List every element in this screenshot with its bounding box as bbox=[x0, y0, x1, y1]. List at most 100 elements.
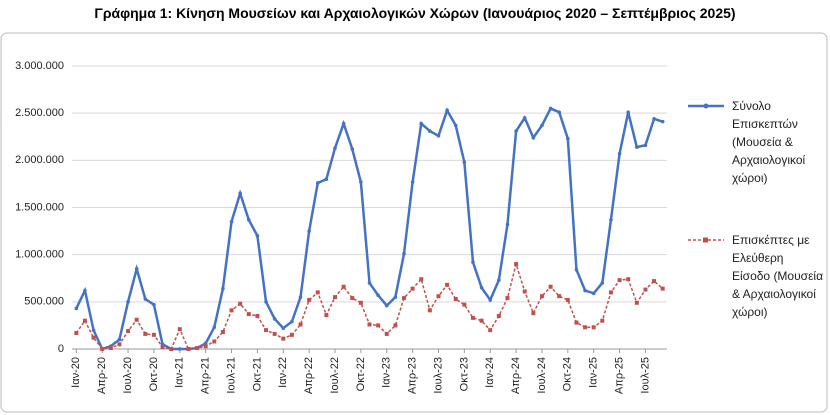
data-point bbox=[151, 332, 156, 337]
y-tick-label: 500.000 bbox=[24, 296, 64, 308]
data-point bbox=[608, 290, 613, 295]
data-point bbox=[419, 121, 424, 126]
legend-label: Σύνολο Επισκεπτών (Μουσεία & Αρχαιολογικ… bbox=[732, 99, 806, 185]
data-point bbox=[479, 285, 484, 290]
y-tick-label: 1.500.000 bbox=[15, 201, 64, 213]
data-point bbox=[376, 323, 381, 328]
data-point bbox=[195, 346, 200, 351]
data-point bbox=[341, 121, 346, 126]
data-point bbox=[453, 297, 458, 302]
x-tick-label: Ιαν-22 bbox=[277, 357, 289, 388]
data-point bbox=[290, 319, 294, 324]
data-point bbox=[609, 217, 613, 222]
y-tick-label: 3.000.000 bbox=[15, 60, 64, 72]
x-tick-label: Ιαν-21 bbox=[174, 357, 186, 388]
data-point bbox=[401, 296, 406, 301]
data-point bbox=[626, 277, 631, 282]
data-point bbox=[428, 129, 432, 133]
data-point bbox=[497, 278, 501, 282]
data-point bbox=[134, 317, 139, 322]
data-point bbox=[238, 301, 243, 306]
data-point bbox=[221, 286, 225, 291]
data-point bbox=[462, 160, 467, 165]
data-point bbox=[307, 229, 311, 233]
data-point bbox=[246, 312, 251, 317]
data-point bbox=[393, 295, 398, 299]
data-point bbox=[402, 251, 406, 256]
data-point bbox=[255, 313, 260, 318]
data-point bbox=[445, 108, 449, 113]
x-tick-label: Ιουλ-23 bbox=[432, 357, 444, 394]
data-point bbox=[496, 313, 501, 318]
x-tick-label: Ιουλ-24 bbox=[536, 357, 548, 394]
data-point bbox=[643, 287, 648, 292]
data-point bbox=[91, 335, 96, 340]
y-tick-label: 0 bbox=[58, 343, 64, 355]
y-tick-label: 1.000.000 bbox=[15, 249, 64, 261]
data-point bbox=[229, 308, 234, 313]
data-point bbox=[289, 332, 294, 337]
data-point bbox=[152, 302, 156, 307]
x-tick-label: Οκτ-24 bbox=[562, 357, 574, 391]
data-point bbox=[229, 219, 234, 224]
x-tick-label: Οκτ-21 bbox=[251, 357, 263, 391]
data-point bbox=[436, 134, 441, 138]
data-point bbox=[220, 330, 225, 335]
data-point bbox=[367, 322, 372, 327]
data-point bbox=[333, 146, 337, 150]
data-point bbox=[660, 119, 665, 124]
data-point bbox=[488, 328, 493, 333]
x-tick-label: Ιαν-23 bbox=[381, 357, 393, 388]
data-point bbox=[410, 180, 415, 184]
data-point bbox=[652, 117, 656, 121]
data-point bbox=[91, 328, 96, 332]
data-point bbox=[246, 217, 251, 222]
data-point bbox=[574, 320, 579, 325]
data-point bbox=[505, 296, 510, 301]
data-point bbox=[384, 331, 389, 336]
data-point bbox=[126, 300, 130, 304]
data-point bbox=[660, 286, 665, 291]
x-tick-label: Απρ-24 bbox=[510, 357, 522, 394]
data-point bbox=[617, 278, 622, 283]
data-point bbox=[566, 136, 570, 141]
data-point bbox=[212, 339, 217, 344]
data-point bbox=[427, 308, 432, 313]
data-point bbox=[100, 347, 105, 351]
data-point bbox=[643, 143, 648, 148]
data-point bbox=[143, 331, 148, 336]
x-tick-label: Ιουλ-21 bbox=[225, 357, 237, 394]
x-tick-label: Ιαν-25 bbox=[588, 357, 600, 388]
data-point bbox=[410, 286, 415, 291]
data-point bbox=[540, 123, 544, 128]
data-point bbox=[117, 337, 122, 342]
chart-border bbox=[0, 32, 828, 413]
data-point bbox=[376, 293, 380, 298]
data-point bbox=[315, 181, 320, 185]
data-point bbox=[548, 106, 553, 111]
data-point bbox=[419, 277, 424, 282]
x-tick-label: Οκτ-22 bbox=[355, 357, 367, 391]
data-point bbox=[548, 284, 553, 289]
data-point bbox=[367, 281, 372, 285]
data-point bbox=[591, 325, 596, 330]
data-point bbox=[591, 291, 596, 296]
x-tick-label: Ιαν-24 bbox=[484, 357, 496, 388]
data-point bbox=[453, 123, 458, 128]
data-point bbox=[108, 346, 113, 351]
data-point bbox=[583, 288, 587, 293]
data-point bbox=[436, 294, 441, 299]
y-tick-label: 2.000.000 bbox=[15, 154, 64, 166]
legend-label: Επισκέπτες με Ελεύθερη Είσοδο (Μουσεία &… bbox=[732, 233, 824, 319]
x-tick-label: Οκτ-23 bbox=[458, 357, 470, 391]
data-point bbox=[462, 302, 467, 307]
data-point bbox=[635, 145, 639, 149]
x-tick-label: Απρ-21 bbox=[200, 357, 212, 394]
data-point bbox=[324, 177, 329, 181]
y-tick-label: 2.500.000 bbox=[15, 107, 64, 119]
data-point bbox=[341, 284, 346, 289]
x-tick-label: Ιουλ-25 bbox=[639, 357, 651, 394]
data-point bbox=[514, 262, 519, 267]
data-point bbox=[74, 330, 79, 335]
